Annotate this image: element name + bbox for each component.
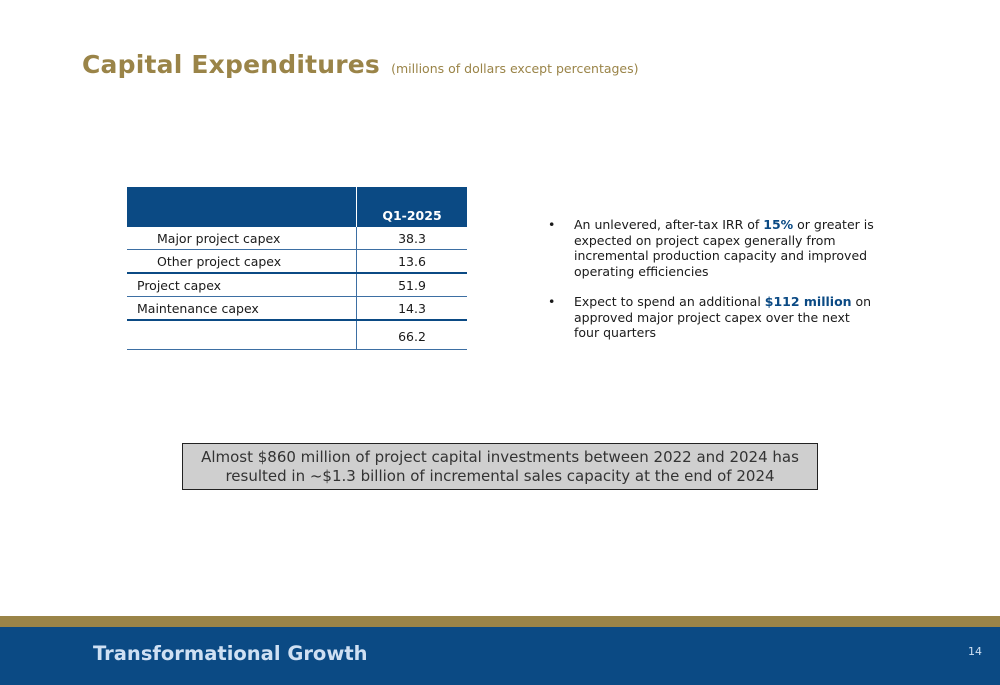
bullet-irr: • An unlevered, after-tax IRR of 15% or … (548, 217, 878, 279)
bullet-list: • An unlevered, after-tax IRR of 15% or … (548, 217, 878, 356)
bullet-irr-text-pre: An unlevered, after-tax IRR of (574, 217, 764, 232)
table-header-blank (127, 187, 357, 227)
row-value-total: 66.2 (356, 320, 467, 350)
footer-accent-bar (0, 616, 1000, 627)
row-value-maintenance-capex: 14.3 (356, 296, 467, 321)
callout-text: Almost $860 million of project capital i… (201, 448, 799, 486)
bullet-marker: • (548, 217, 556, 232)
table-row: Other project capex 13.6 (127, 249, 467, 274)
bullet-spend-text-post: on approved major project capex over the… (574, 294, 872, 340)
table-header-row: Q1-2025 (127, 187, 467, 227)
row-value-project-capex: 51.9 (356, 273, 467, 297)
row-value-other-project-capex: 13.6 (356, 249, 467, 274)
row-value-major-project-capex: 38.3 (356, 227, 467, 250)
bullet-irr-highlight: 15% (763, 217, 794, 232)
footer-bar: Transformational Growth 14 (0, 627, 1000, 685)
table-row: Major project capex 38.3 (127, 227, 467, 250)
callout-line-1: Almost $860 million of project capital i… (201, 447, 799, 466)
page-number: 14 (968, 645, 982, 658)
bullet-marker: • (548, 294, 556, 309)
row-label-total (127, 320, 357, 350)
title-block: Capital Expenditures (millions of dollar… (82, 50, 639, 79)
row-label-project-capex: Project capex (127, 273, 357, 297)
row-label-major-project-capex: Major project capex (127, 227, 357, 250)
row-label-other-project-capex: Other project capex (127, 249, 357, 274)
page-subtitle: (millions of dollars except percentages) (391, 61, 639, 76)
callout-line-2: resulted in ~$1.3 billion of incremental… (225, 466, 775, 485)
row-label-maintenance-capex: Maintenance capex (127, 296, 357, 321)
column-header-q1-2025: Q1-2025 (356, 187, 467, 227)
footer-title: Transformational Growth (93, 642, 368, 665)
table-total-row: 66.2 (127, 320, 467, 350)
callout-box: Almost $860 million of project capital i… (182, 443, 818, 490)
capex-table: Q1-2025 Major project capex 38.3 Other p… (127, 187, 467, 350)
bullet-spend-highlight: $112 million (764, 294, 852, 309)
page-title: Capital Expenditures (82, 50, 381, 79)
bullet-irr-text-post: or greater is expected on project capex … (574, 217, 874, 279)
table-row: Project capex 51.9 (127, 273, 467, 297)
bullet-spend-text-pre: Expect to spend an additional (574, 294, 765, 309)
table-row: Maintenance capex 14.3 (127, 296, 467, 321)
bullet-spend: • Expect to spend an additional $112 mil… (548, 294, 878, 341)
